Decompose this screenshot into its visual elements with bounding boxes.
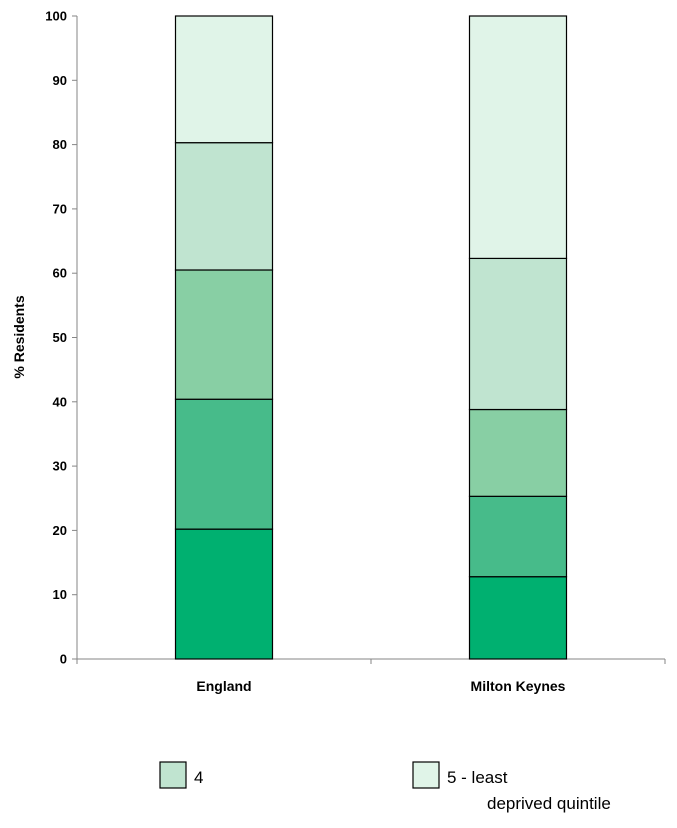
plot-area: 0 10 20 30 40 50 60 70 80 90 100 England Milton Keyn…	[45, 9, 666, 694]
y-tick-label: 30	[53, 459, 67, 474]
legend: 4 5 - least deprived quintile	[159, 761, 611, 813]
y-tick-label: 40	[53, 394, 67, 409]
bar-segment	[174, 398, 274, 530]
x-category-label: Milton Keynes	[471, 678, 566, 694]
y-tick-label: 50	[53, 330, 67, 345]
bar-segment	[174, 142, 274, 271]
bar-segment	[174, 269, 274, 400]
bar-segment	[468, 257, 568, 411]
bar-segment	[174, 15, 274, 144]
legend-swatch	[412, 761, 440, 789]
y-tick-label: 20	[53, 523, 67, 538]
bar-segment	[468, 495, 568, 578]
bar-segment	[468, 15, 568, 260]
y-tick-label: 100	[45, 9, 67, 24]
y-tick-label: 0	[60, 652, 67, 667]
bar-segment	[468, 408, 568, 497]
legend-swatch	[159, 761, 187, 789]
y-tick-label: 80	[53, 137, 67, 152]
legend-label-line2: deprived quintile	[487, 794, 611, 813]
bar-segment	[174, 528, 274, 660]
y-tick-label: 10	[53, 587, 67, 602]
y-tick-label: 90	[53, 73, 67, 88]
bar-segment	[468, 576, 568, 660]
y-axis-title: % Residents	[11, 295, 27, 378]
y-tick-label: 70	[53, 201, 67, 216]
legend-label-line1: 5 - least	[447, 768, 508, 787]
legend-label: 4	[194, 768, 203, 787]
x-category-label: England	[196, 678, 251, 694]
y-tick-label: 60	[53, 266, 67, 281]
